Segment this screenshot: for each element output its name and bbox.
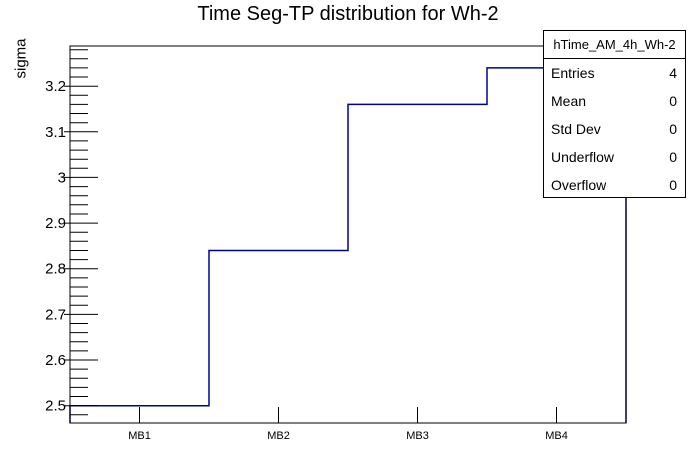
stats-row: Underflow 0 xyxy=(544,143,685,171)
stats-row-value: 0 xyxy=(669,121,677,137)
stats-row-label: Std Dev xyxy=(551,121,601,137)
stats-row: Std Dev 0 xyxy=(544,115,685,143)
x-tick-label: MB2 xyxy=(267,430,290,442)
stats-row: Entries 4 xyxy=(544,59,685,87)
plot-frame xyxy=(69,45,627,424)
y-tick-label: 2.9 xyxy=(45,215,66,232)
stats-row: Overflow 0 xyxy=(544,171,685,199)
stats-row-value: 0 xyxy=(669,93,677,109)
stats-box-title: hTime_AM_4h_Wh-2 xyxy=(544,31,685,59)
stats-row-label: Underflow xyxy=(551,149,615,165)
stats-row-value: 0 xyxy=(669,149,677,165)
stats-row-label: Overflow xyxy=(551,177,607,193)
x-tick-label: MB3 xyxy=(406,430,429,442)
x-tick-label: MB1 xyxy=(128,430,151,442)
y-tick-label: 3 xyxy=(58,169,66,186)
x-tick-label: MB4 xyxy=(545,430,568,442)
y-tick-label: 2.5 xyxy=(45,398,66,415)
y-tick-label: 2.6 xyxy=(45,352,66,369)
stats-box: hTime_AM_4h_Wh-2 Entries 4 Mean 0 Std Dev 0 Un… xyxy=(543,30,686,198)
y-tick-label: 2.8 xyxy=(45,261,66,278)
y-tick-label: 2.7 xyxy=(45,306,66,323)
y-tick-label: 3.2 xyxy=(45,78,66,95)
stats-row: Mean 0 xyxy=(544,87,685,115)
chart-title: Time Seg-TP distribution for Wh-2 xyxy=(197,3,499,25)
stats-row-value: 0 xyxy=(669,177,677,193)
stats-row-value: 4 xyxy=(669,65,677,81)
stats-row-label: Mean xyxy=(551,93,587,109)
stats-row-label: Entries xyxy=(551,65,595,81)
stats-rows: Entries 4 Mean 0 Std Dev 0 Underflow 0 Overflow 0 xyxy=(544,59,685,199)
y-tick-label: 3.1 xyxy=(45,124,66,141)
